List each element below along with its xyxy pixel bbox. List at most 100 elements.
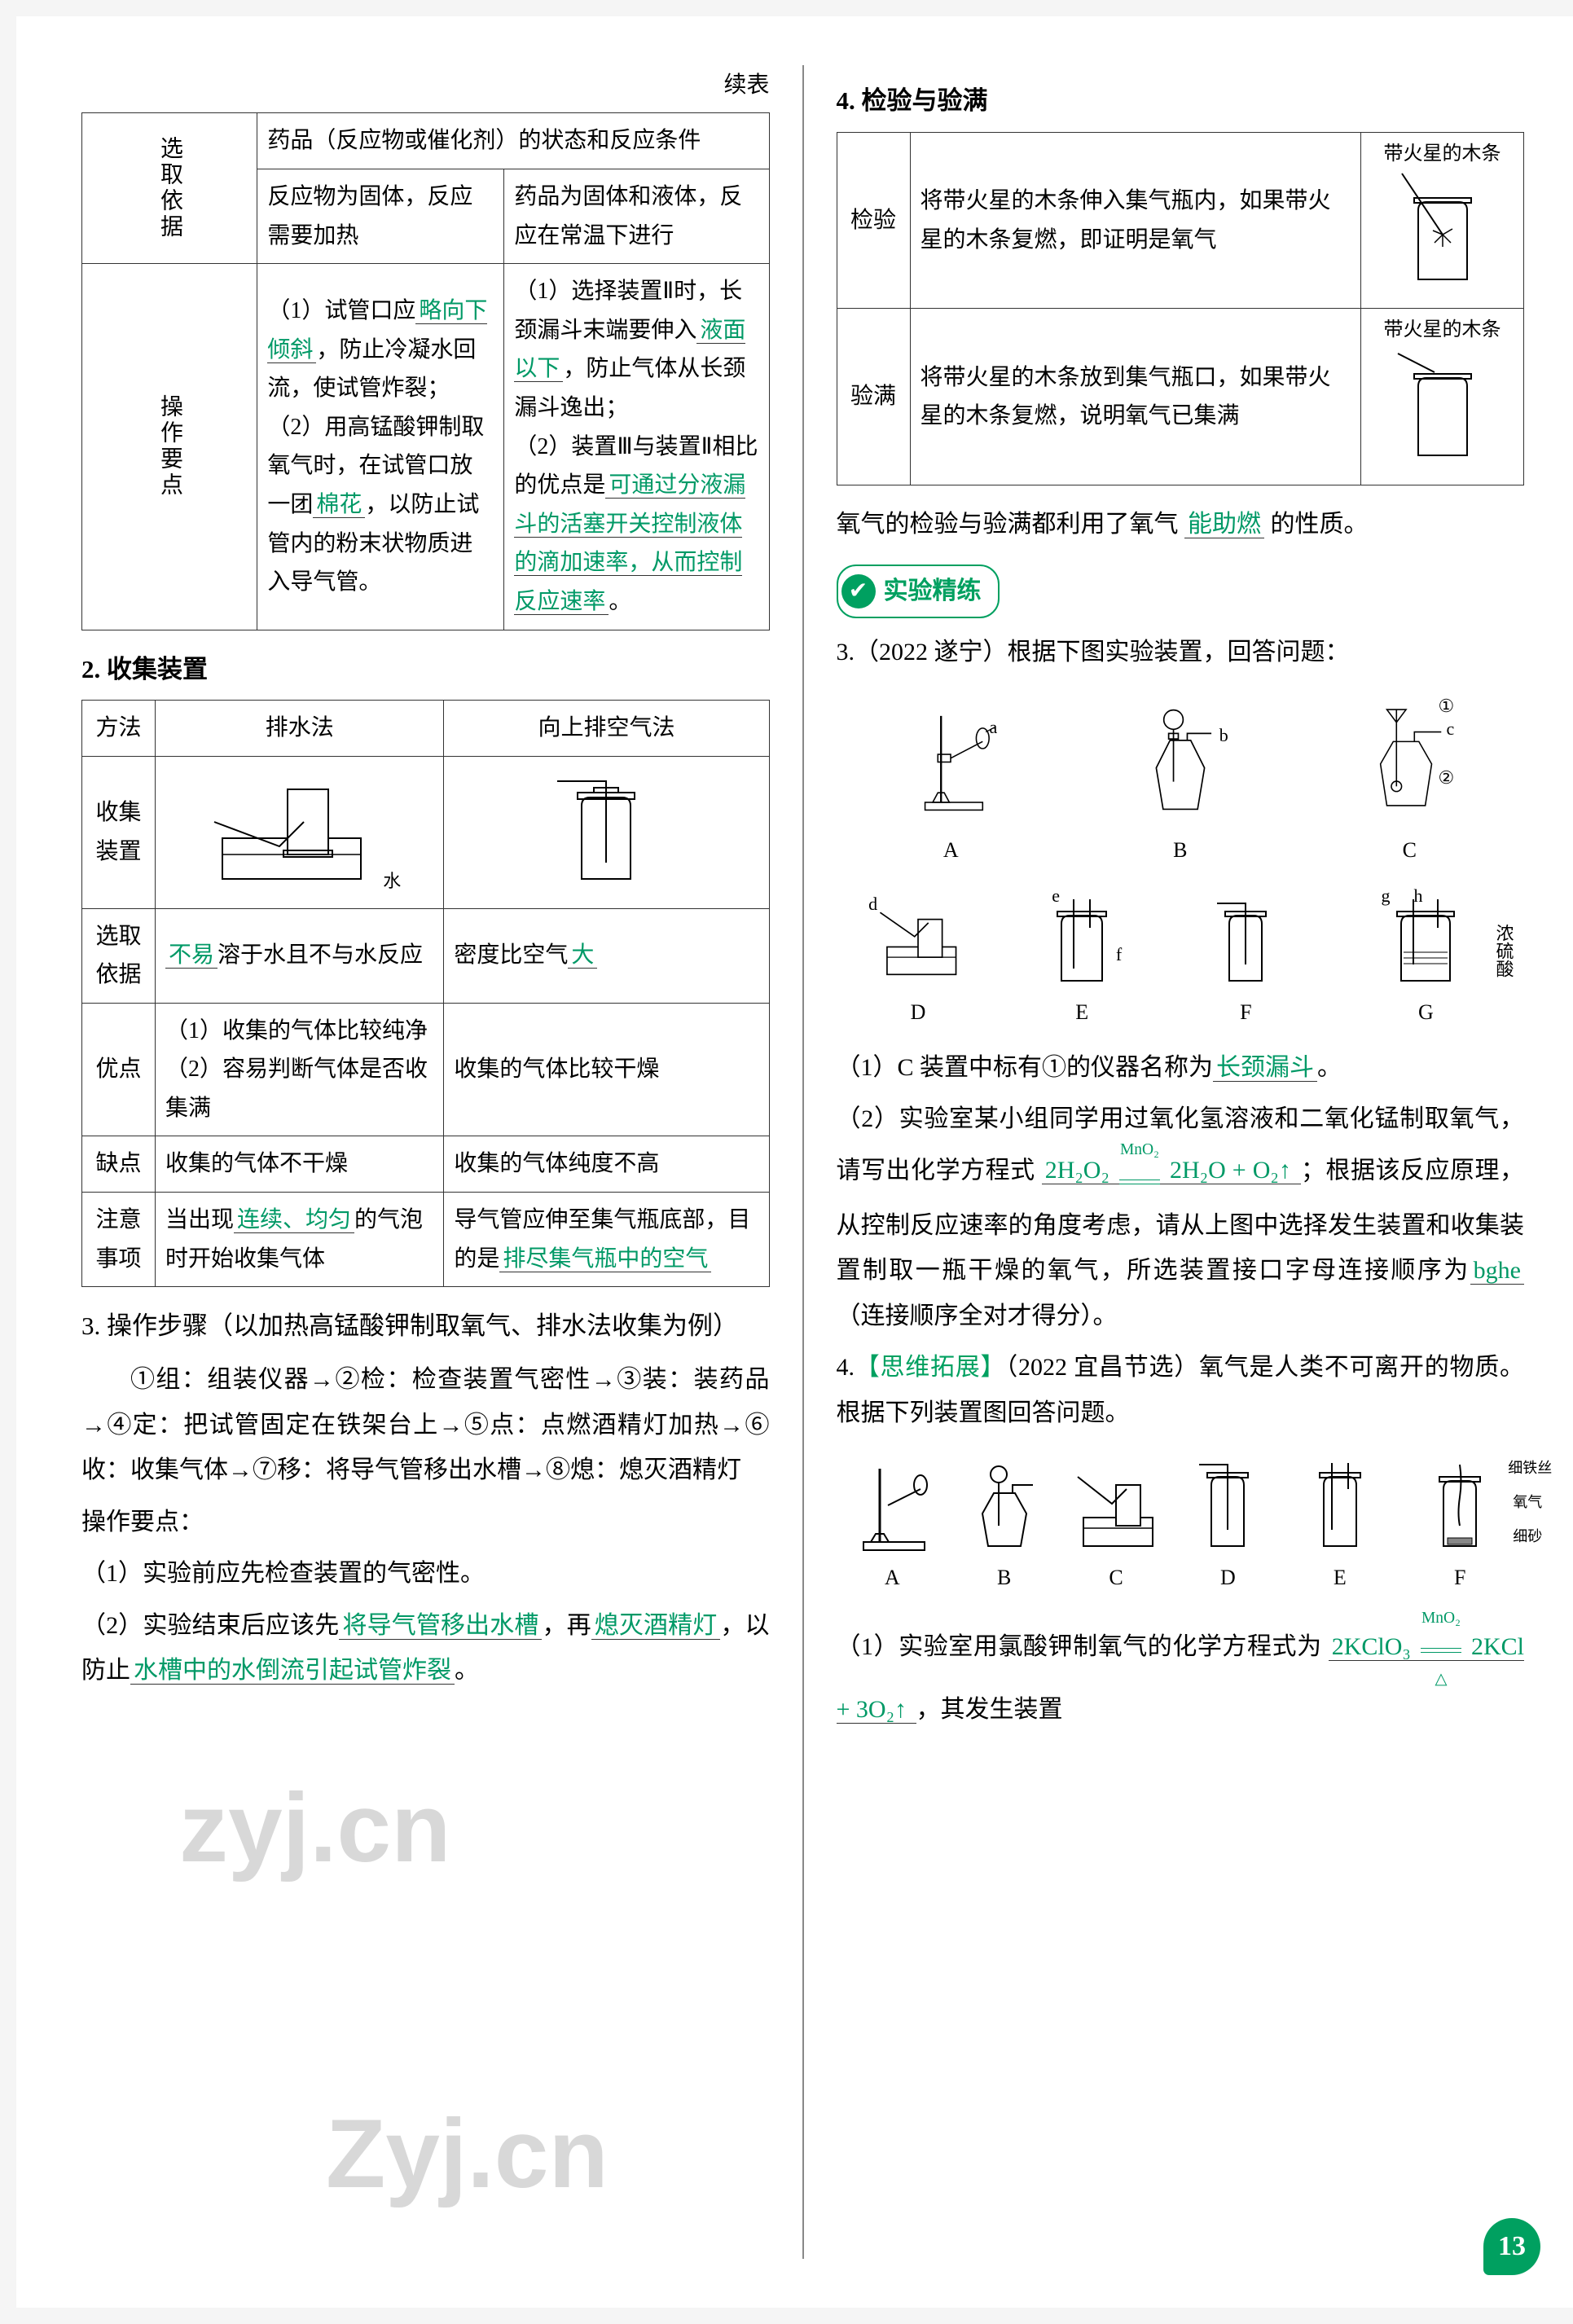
row-adv: 优点 xyxy=(82,1003,156,1136)
annot-g: g xyxy=(1381,880,1390,912)
annot-f: f xyxy=(1116,938,1122,971)
fill-combustion: 能助燃 xyxy=(1184,511,1264,538)
section-4-title: 4. 检验与验满 xyxy=(837,78,1525,124)
eq-lhs: 2H₂O₂ xyxy=(1045,1157,1109,1184)
text: ，其发生装置 xyxy=(916,1696,1063,1723)
cell-test-desc: 将带火星的木条伸入集气瓶内，如果带火星的木条复燃，即证明是氧气 xyxy=(910,132,1361,309)
badge-text: 实验精练 xyxy=(884,569,982,613)
oxygen-property: 氧气的检验与验满都利用了氧气 能助燃 的性质。 xyxy=(837,502,1525,547)
annot-a: a xyxy=(989,711,997,744)
diagram-a: a A xyxy=(906,688,995,870)
q4-1: （1）实验室用氯酸钾制氧气的化学方程式为 2KClO₃ MnO₂ △ 2KCl … xyxy=(837,1610,1525,1733)
cell-note-air: 导气管应伸至集气瓶底部，目的是排尽集气瓶中的空气 xyxy=(444,1193,769,1287)
cell-basis-drain: 不易溶于水且不与水反应 xyxy=(156,908,444,1003)
fill-backflow: 水槽中的水倒流引起试管炸裂 xyxy=(130,1657,455,1685)
text: 的性质。 xyxy=(1271,511,1369,538)
label-b: B xyxy=(1173,832,1187,870)
diagram-a2: A xyxy=(847,1448,937,1597)
fill-extinguish: 熄灭酒精灯 xyxy=(591,1612,721,1640)
eq-lhs-2: 2KClO₃ xyxy=(1332,1633,1411,1660)
cell-adv-drain: （1）收集的气体比较纯净 （2）容易判断气体是否收集满 xyxy=(156,1003,444,1136)
text: （连接顺序全对才得分）。 xyxy=(837,1303,1118,1329)
cell-op-points: 操作要点 xyxy=(82,264,257,630)
diagram-f2: 细铁丝 氧气 细砂 F xyxy=(1407,1448,1513,1597)
cell-solid-liquid: 药品为固体和液体，反应在常温下进行 xyxy=(504,169,769,263)
row-device: 收集装置 xyxy=(82,756,156,908)
eq-rhs: 2H₂O + O₂↑ xyxy=(1170,1157,1291,1184)
text: 密度比空气 xyxy=(454,942,568,968)
cell-test: 检验 xyxy=(837,132,910,309)
diagram-e: e f E xyxy=(1037,883,1127,1032)
q3-head: 3.（2022 遂宁）根据下图实验装置，回答问题： xyxy=(837,630,1525,675)
cell-note-drain: 当出现连续、均匀的气泡时开始收集气体 xyxy=(156,1193,444,1287)
two-column-layout: 续表 选取依据 药品（反应物或催化剂）的状态和反应条件 反应物为固体，反应需要加… xyxy=(81,65,1524,2259)
cell-drug-state: 药品（反应物或催化剂）的状态和反应条件 xyxy=(257,113,769,169)
annot-2: ② xyxy=(1439,762,1455,794)
cell-select-basis: 选取依据 xyxy=(82,113,257,264)
caption-spark-stick-2: 带火星的木条 xyxy=(1384,314,1501,347)
fill-insoluble: 不易 xyxy=(165,942,217,969)
q3-2: （2）实验室某小组同学用过氧化氢溶液和二氧化锰制取氧气，请写出化学方程式 2H₂… xyxy=(837,1096,1525,1338)
hdr-drain: 排水法 xyxy=(156,701,444,757)
op-title: 操作要点： xyxy=(81,1500,770,1545)
cell-full: 验满 xyxy=(837,309,910,485)
section-3-title: 3. 操作步骤（以加热高锰酸钾制取氧气、排水法收集为例） xyxy=(81,1303,770,1349)
annot-h: h xyxy=(1413,880,1422,912)
table-selection-operation: 选取依据 药品（反应物或催化剂）的状态和反应条件 反应物为固体，反应需要加热 药… xyxy=(81,112,770,630)
left-column: 续表 选取依据 药品（反应物或催化剂）的状态和反应条件 反应物为固体，反应需要加… xyxy=(81,65,770,2259)
cell-dis-air: 收集的气体纯度不高 xyxy=(444,1136,769,1193)
fill-bghe: bghe xyxy=(1470,1257,1524,1285)
fill-remove-tube: 将导气管移出水槽 xyxy=(339,1612,542,1640)
diagram-b2: B xyxy=(960,1448,1049,1597)
cell-adv-air: 收集的气体比较干燥 xyxy=(444,1003,769,1136)
diagram-b: b B xyxy=(1136,688,1225,870)
hdr-upair: 向上排空气法 xyxy=(444,701,769,757)
diagram-row-abc: a A b B xyxy=(837,688,1525,870)
annot-d: d xyxy=(868,888,877,920)
right-column: 4. 检验与验满 检验 将带火星的木条伸入集气瓶内，如果带火星的木条复燃，即证明… xyxy=(837,65,1525,2259)
hdr-method: 方法 xyxy=(82,701,156,757)
label-c: C xyxy=(1403,832,1417,870)
text: 当出现 xyxy=(165,1207,234,1232)
equation-h2o2: 2H₂O₂ MnO₂ 2H₂O + O₂↑ xyxy=(1042,1157,1301,1184)
annot-acid: 浓硫酸 xyxy=(1487,924,1520,977)
fill-cotton: 棉花 xyxy=(313,492,365,518)
annot-o2: 氧气 xyxy=(1513,1489,1542,1515)
cell-test-diagram: 带火星的木条 xyxy=(1361,132,1524,309)
text: 氧气的检验与验满都利用了氧气 xyxy=(837,511,1179,538)
label-a: A xyxy=(943,832,959,870)
q4-head: 4.【思维拓展】（2022 宜昌节选）氧气是人类不可离开的物质。根据下列装置图回… xyxy=(837,1345,1525,1435)
diagram-d2: D xyxy=(1183,1448,1272,1597)
diagram-drain-water: 水 xyxy=(156,756,444,908)
eq-cond: △ xyxy=(1421,1672,1461,1688)
row-dis: 缺点 xyxy=(82,1136,156,1193)
op-1: （1）实验前应先检查装置的气密性。 xyxy=(81,1551,770,1597)
label-a2: A xyxy=(885,1559,900,1597)
cell-op-left: （1）试管口应略向下倾斜，防止冷凝水回流，使试管炸裂； （2）用高锰酸钾制取氧气… xyxy=(257,264,504,630)
diagram-f: F xyxy=(1201,883,1290,1032)
diagram-row-defg: d D e f E xyxy=(837,883,1525,1032)
text: 。 xyxy=(455,1657,479,1684)
page: 续表 选取依据 药品（反应物或催化剂）的状态和反应条件 反应物为固体，反应需要加… xyxy=(16,16,1573,2308)
annot-b: b xyxy=(1219,719,1228,752)
label-f: F xyxy=(1240,994,1251,1032)
diagram-e2: E xyxy=(1295,1448,1385,1597)
label-g: G xyxy=(1418,994,1434,1032)
column-divider xyxy=(802,65,804,2259)
label-e2: E xyxy=(1334,1559,1347,1597)
text: 。 xyxy=(1317,1054,1342,1081)
eq-cat: MnO₂ xyxy=(1119,1142,1160,1158)
text: 4. xyxy=(837,1354,855,1381)
text: （1）C 装置中标有①的仪器名称为 xyxy=(837,1054,1214,1081)
label-e: E xyxy=(1075,994,1088,1032)
op-2: （2）实验结束后应该先将导气管移出水槽，再熄灭酒精灯，以防止水槽中的水倒流引起试… xyxy=(81,1603,770,1694)
section-2-title: 2. 收集装置 xyxy=(81,647,770,692)
diagram-c2: C xyxy=(1071,1448,1161,1597)
label-b2: B xyxy=(997,1559,1011,1597)
row-note: 注意事项 xyxy=(82,1193,156,1287)
table-test-full: 检验 将带火星的木条伸入集气瓶内，如果带火星的木条复燃，即证明是氧气 带火星的木… xyxy=(837,132,1525,485)
text: （1）试管口应 xyxy=(267,298,415,323)
diagram-c: ① c ② C xyxy=(1364,688,1454,870)
row-basis: 选取依据 xyxy=(82,908,156,1003)
text: 溶于水且不与水反应 xyxy=(217,942,423,968)
